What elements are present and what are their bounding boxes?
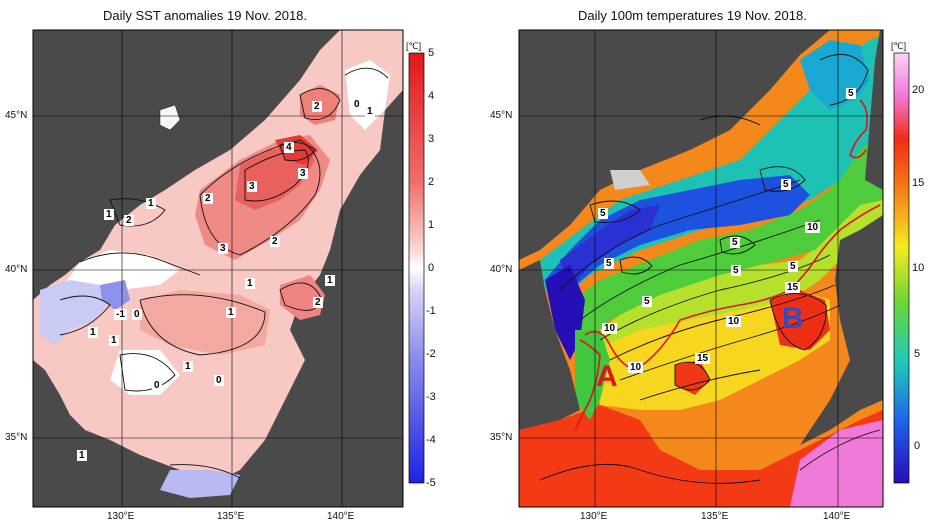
contour-label: 5 <box>781 179 791 190</box>
contour-label: 1 <box>325 275 335 286</box>
right-cbtick: 15 <box>912 177 925 189</box>
right-cbtick: 20 <box>912 84 925 96</box>
left-lon-label: 140°E <box>327 511 355 522</box>
left-colorbar-unit: [℃] <box>406 41 422 51</box>
left-cbtick: 5 <box>428 47 435 59</box>
contour-label: 1 <box>104 209 114 220</box>
contour-label: 3 <box>247 181 257 192</box>
left-cbtick: -3 <box>426 391 436 403</box>
right-lon-label: 135°E <box>701 511 729 522</box>
right-cbtick: 10 <box>912 262 925 274</box>
right-map <box>519 30 883 507</box>
contour-label: 1 <box>365 106 375 117</box>
left-cbtick: -1 <box>426 305 436 317</box>
contour-label: 15 <box>785 282 801 293</box>
region-label-a: A <box>596 360 618 393</box>
right-lon-label: 140°E <box>823 511 851 522</box>
left-lat-label: 40°N <box>5 264 28 275</box>
right-cbtick: 0 <box>914 440 921 452</box>
contour-label: 1 <box>183 361 193 372</box>
right-grid <box>519 30 883 507</box>
contour-label: 0 <box>352 99 362 110</box>
left-cbtick: 1 <box>428 219 435 231</box>
contour-label: 1 <box>146 198 156 209</box>
left-grid <box>33 30 403 507</box>
right-cbtick: 5 <box>914 348 921 360</box>
contour-label: 1 <box>245 278 255 289</box>
contour-label: 1 <box>226 307 236 318</box>
left-lon-label: 135°E <box>217 511 245 522</box>
right-colorbar <box>893 52 910 484</box>
contour-label: 2 <box>203 193 213 204</box>
contour-label: 2 <box>312 101 322 112</box>
contour-label: 0 <box>152 380 162 391</box>
contour-label: 10 <box>628 362 644 373</box>
right-contours <box>539 53 881 484</box>
right-lat-label: 45°N <box>490 110 513 121</box>
right-lat-label: 40°N <box>490 264 513 275</box>
contour-label: 1 <box>88 327 98 338</box>
left-map <box>33 30 403 507</box>
contour-label: 5 <box>604 258 614 269</box>
right-lat-label: 35°N <box>490 432 513 443</box>
region-label-b: B <box>782 302 804 335</box>
contour-label: 15 <box>695 353 711 364</box>
left-cbtick: 2 <box>428 176 435 188</box>
contour-label: 1 <box>109 335 119 346</box>
left-cbtick: 0 <box>428 262 435 274</box>
left-cbtick: 4 <box>428 90 435 102</box>
left-panel-title: Daily SST anomalies 19 Nov. 2018. <box>103 8 308 23</box>
contour-label: 5 <box>846 88 856 99</box>
left-lon-label: 130°E <box>107 511 135 522</box>
contour-label: 10 <box>726 316 742 327</box>
front-line <box>584 204 881 371</box>
contour-label: 5 <box>731 265 741 276</box>
right-lon-label: 130°E <box>580 511 608 522</box>
left-colorbar <box>408 52 425 484</box>
left-contours <box>59 67 389 479</box>
contour-label: 2 <box>270 236 280 247</box>
contour-label: 10 <box>602 323 618 334</box>
right-colorbar-unit: [℃] <box>891 41 907 51</box>
contour-label: -1 <box>114 309 127 320</box>
right-panel-title: Daily 100m temperatures 19 Nov. 2018. <box>578 8 807 23</box>
contour-label: 3 <box>218 243 228 254</box>
contour-label: 5 <box>642 296 652 307</box>
left-cbtick: -5 <box>426 477 436 489</box>
contour-label: 0 <box>214 375 224 386</box>
contour-label: 2 <box>313 297 323 308</box>
left-lat-label: 45°N <box>5 110 28 121</box>
contour-label: 1 <box>77 450 87 461</box>
contour-label: 5 <box>730 237 740 248</box>
contour-label: 0 <box>132 309 142 320</box>
contour-label: 5 <box>598 208 608 219</box>
left-lat-label: 35°N <box>5 432 28 443</box>
left-cbtick: -4 <box>426 434 436 446</box>
contour-label: 3 <box>298 168 308 179</box>
contour-label: 5 <box>788 261 798 272</box>
left-cbtick: -2 <box>426 348 436 360</box>
left-cbtick: 3 <box>428 133 435 145</box>
contour-label: 2 <box>124 215 134 226</box>
contour-label: 10 <box>805 222 821 233</box>
contour-label: 4 <box>284 142 294 153</box>
